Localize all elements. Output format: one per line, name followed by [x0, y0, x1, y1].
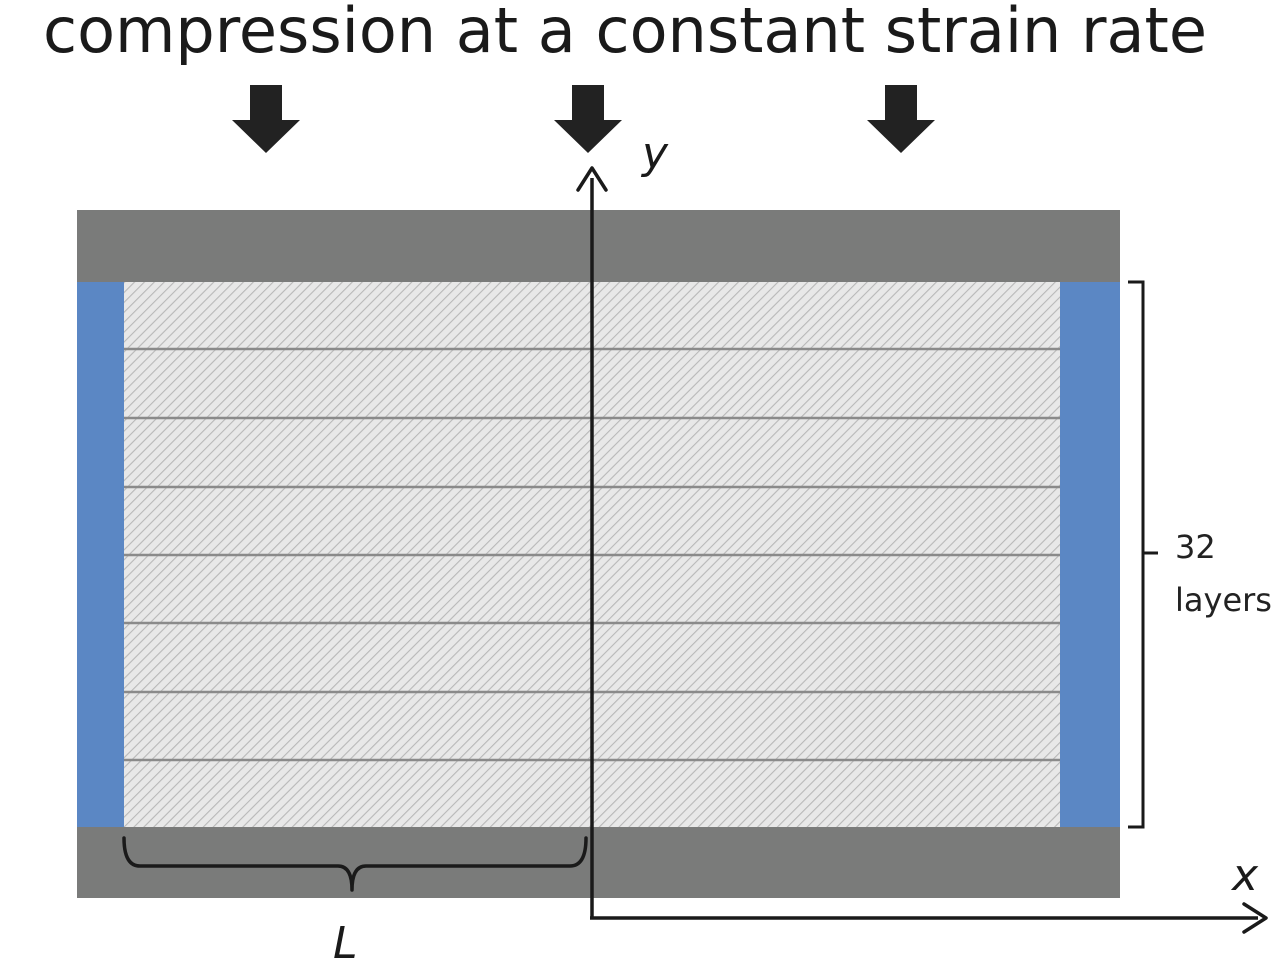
arrow-head-icon — [1242, 902, 1268, 934]
length-label: L — [333, 918, 358, 960]
arrow-down-icon — [867, 85, 935, 153]
y-axis — [576, 166, 608, 918]
left-wall — [77, 282, 124, 827]
load-arrows — [232, 85, 935, 153]
arrow-down-icon — [232, 85, 300, 153]
y-axis-label: y — [640, 128, 669, 179]
arrow-head-icon — [576, 166, 608, 192]
layers-unit: layers — [1175, 581, 1272, 619]
length-brace — [122, 836, 588, 892]
layers-count: 32 — [1175, 528, 1216, 566]
right-wall — [1060, 282, 1120, 827]
diagram-title: compression at a constant strain rate — [43, 0, 1207, 67]
arrow-down-icon — [554, 85, 622, 153]
x-axis — [590, 902, 1268, 934]
layers-bracket — [1128, 280, 1145, 829]
bottom-plate — [77, 827, 1120, 898]
top-plate — [77, 210, 1120, 282]
x-axis-label: x — [1230, 850, 1259, 901]
